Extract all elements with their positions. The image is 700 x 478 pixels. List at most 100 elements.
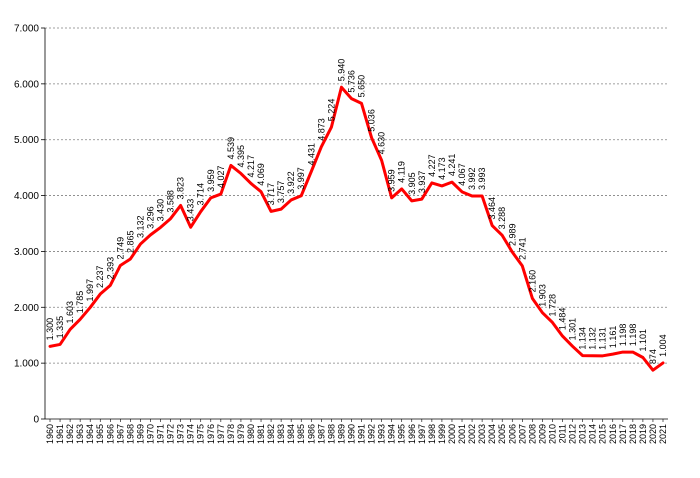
data-label: 3.433	[186, 199, 196, 222]
x-tick-label: 2017	[618, 424, 628, 444]
x-tick-label: 1970	[145, 424, 155, 444]
data-label: 4.069	[256, 163, 266, 186]
x-tick-label: 2008	[527, 424, 537, 444]
data-label: 3.296	[145, 206, 155, 229]
data-label: 3.717	[266, 183, 276, 206]
data-label: 3.757	[276, 181, 286, 204]
x-tick-label: 1969	[135, 424, 145, 444]
data-label: 3.959	[206, 169, 216, 192]
data-label: 3.905	[407, 172, 417, 195]
data-label: 1.301	[568, 318, 578, 341]
y-tick-label: 2.000	[14, 303, 39, 314]
x-tick-label: 2021	[658, 424, 668, 444]
data-label: 2.237	[95, 266, 105, 289]
data-label: 1.161	[608, 326, 618, 349]
x-tick-label: 1967	[115, 424, 125, 444]
x-tick-label: 1964	[85, 424, 95, 444]
x-tick-label: 2010	[547, 424, 557, 444]
data-label: 1.903	[537, 284, 547, 307]
x-tick-label: 1999	[437, 424, 447, 444]
x-tick-label: 1982	[266, 424, 276, 444]
x-tick-label: 1988	[326, 424, 336, 444]
data-label: 1.132	[588, 327, 598, 350]
data-label: 3.937	[417, 171, 427, 194]
data-label: 3.997	[296, 167, 306, 190]
data-label: 5.224	[326, 99, 336, 122]
y-tick-label: 5.000	[14, 135, 39, 146]
data-label: 3.993	[477, 167, 487, 190]
data-label: 1.300	[45, 318, 55, 341]
data-label: 5.736	[346, 70, 356, 93]
y-tick-label: 4.000	[14, 191, 39, 202]
data-label: 5.036	[367, 109, 377, 132]
data-label: 1.484	[558, 308, 568, 331]
data-label: 1.997	[85, 279, 95, 302]
data-label: 4.431	[306, 143, 316, 166]
y-tick-label: 1.000	[14, 359, 39, 370]
y-tick-label: 6.000	[14, 79, 39, 90]
data-label: 4.119	[397, 161, 407, 183]
data-label: 5.940	[336, 59, 346, 82]
x-tick-label: 1998	[427, 424, 437, 444]
x-tick-label: 2014	[588, 424, 598, 444]
x-tick-label: 1980	[246, 424, 256, 444]
data-label: 4.241	[447, 154, 457, 177]
x-tick-label: 1960	[45, 424, 55, 444]
x-tick-label: 1989	[336, 424, 346, 444]
x-tick-label: 1974	[186, 424, 196, 444]
x-tick-label: 2004	[487, 424, 497, 444]
data-label: 4.027	[216, 166, 226, 189]
data-label: 3.464	[487, 197, 497, 220]
x-tick-label: 1997	[417, 424, 427, 444]
x-tick-label: 2011	[558, 424, 568, 443]
x-tick-label: 2012	[568, 424, 578, 444]
x-tick-label: 1995	[397, 424, 407, 444]
data-label: 1.004	[658, 334, 668, 357]
data-label: 1.785	[75, 291, 85, 314]
data-label: 3.959	[387, 169, 397, 192]
data-label: 3.132	[135, 216, 145, 239]
data-label: 4.539	[226, 137, 236, 160]
x-tick-label: 1962	[65, 424, 75, 444]
x-tick-label: 1979	[236, 424, 246, 444]
data-label: 2.749	[115, 237, 125, 260]
y-tick-labels: 0 1.000 2.000 3.000 4.000 5.000 6.000 7.000	[14, 24, 39, 426]
x-tick-label: 1981	[256, 424, 266, 444]
data-label: 3.992	[467, 167, 477, 190]
data-label: 5.650	[357, 75, 367, 98]
data-label: 1.335	[55, 316, 65, 339]
x-tick-label: 1966	[105, 424, 115, 444]
data-label: 3.588	[166, 190, 176, 213]
data-label: 4.873	[316, 118, 326, 141]
x-tick-label: 1992	[367, 424, 377, 444]
data-label: 1.603	[65, 301, 75, 324]
x-tick-label: 1996	[407, 424, 417, 444]
x-tick-label: 1983	[276, 424, 286, 444]
data-label: 4.217	[246, 155, 256, 178]
x-tick-label: 1965	[95, 424, 105, 444]
x-tick-label: 1978	[226, 424, 236, 444]
data-label: 1.134	[578, 327, 588, 350]
data-label: 2.160	[527, 270, 537, 293]
x-tick-label: 2002	[467, 424, 477, 444]
x-tick-label: 1994	[387, 424, 397, 444]
x-tick-label: 1987	[316, 424, 326, 444]
data-label: 4.173	[437, 157, 447, 180]
data-label: 1.198	[618, 324, 628, 347]
data-label: 4.630	[377, 132, 387, 155]
data-label: 1.131	[598, 327, 608, 350]
y-tick-label: 3.000	[14, 247, 39, 258]
data-label: 1.198	[628, 324, 638, 347]
x-tick-label: 1963	[75, 424, 85, 444]
data-label: 1.728	[547, 294, 557, 317]
x-tick-label: 2016	[608, 424, 618, 444]
series-layer	[48, 85, 665, 372]
x-tick-label: 1990	[346, 424, 356, 444]
x-tick-label: 2005	[497, 424, 507, 444]
x-tick-label: 1986	[306, 424, 316, 444]
x-tick-label: 2006	[507, 424, 517, 444]
data-label: 3.288	[497, 207, 507, 230]
data-label: 3.922	[286, 171, 296, 194]
